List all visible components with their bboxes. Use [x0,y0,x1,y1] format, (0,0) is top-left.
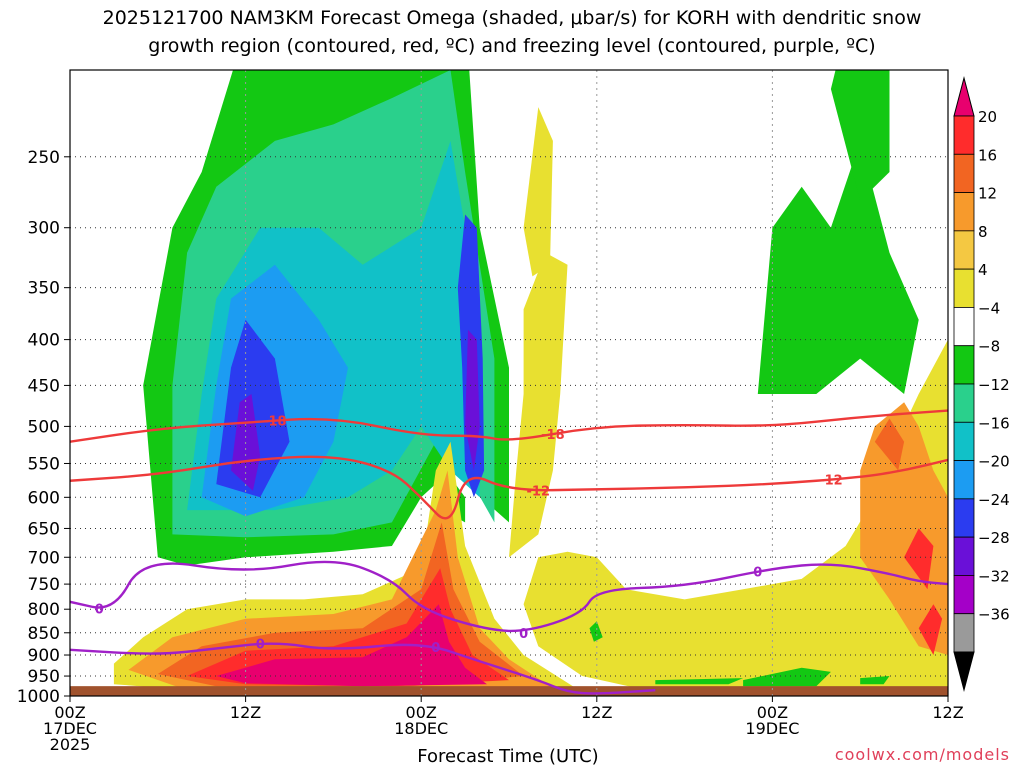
colorbar-swatch [953,613,975,653]
omega-region-yellow-late [523,339,948,696]
colorbar-swatch [953,115,975,155]
y-tick-label: 350 [28,279,60,299]
x-tick-label: 12Z [932,703,963,722]
colorbar-swatch [953,460,975,500]
x-tick-label: 12Z [581,703,612,722]
chart-title-line2: growth region (contoured, red, ºC) and f… [148,35,875,57]
omega-region-green-late [757,140,919,394]
colorbar-tick-label: −20 [978,453,1010,471]
colorbar-swatch [953,575,975,615]
y-tick-label: 1000 [17,687,60,707]
plot-area: -18 -18 -12 -12 0 0 0 0 0 [70,70,948,696]
y-tick-label: 500 [28,417,60,437]
colorbar-swatch [953,268,975,308]
colorbar-tick-label: −28 [978,529,1010,547]
contour-label: 0 [95,602,104,617]
ground-surface [70,686,948,696]
colorbar-swatch [953,536,975,576]
colorbar-swatch [953,192,975,232]
contour-label: -12 [819,474,843,489]
shaded-omega-field: -18 -18 -12 -12 0 0 0 0 0 [70,70,948,696]
y-tick-label: 900 [28,646,60,666]
omega-region-green-spot2 [589,621,603,642]
y-tick-label: 400 [28,331,60,351]
plot-frame [69,69,949,697]
chart-title-line1: 2025121700 NAM3KM Forecast Omega (shaded… [103,7,922,29]
contour-dgz-minus18 [70,409,948,443]
colorbar-swatch [953,307,975,347]
omega-region-green-sfc3 [860,676,890,685]
colorbar-swatch [953,498,975,538]
omega-region-orange-late-core [874,418,905,471]
colorbar-tick-label: −24 [978,491,1010,509]
colorbar-swatch [953,421,975,461]
colorbar-tick-label: −8 [978,338,1000,356]
contour-label: 0 [431,641,440,656]
x-tick-date-label: 19DEC [745,719,799,738]
omega-region-green-late-top [830,70,890,201]
contour-label: 0 [519,627,528,642]
y-tick-label: 800 [28,600,60,620]
y-tick-label: 950 [28,667,60,687]
colorbar-swatch [953,230,975,270]
colorbar-tick-label: 20 [978,108,997,126]
x-tick-label: 00Z [406,703,437,722]
omega-region-green-sfc [743,667,831,687]
colorbar: 20 16 12 8 4 −4 −8 −12 −16 −20 −24 −28 −32 −36 [953,76,1010,692]
colorbar-tick-label: 16 [978,146,997,164]
omega-region-yellow-mid [509,252,568,558]
colorbar-top-arrow [953,76,975,117]
x-tick-date-label: 18DEC [394,719,448,738]
y-tick-label: 550 [28,454,60,474]
contour-freezing-level-0c-low [70,642,656,695]
y-tick-label: 650 [28,519,60,539]
contour-label: 0 [256,638,265,653]
contour-label: -18 [263,415,287,430]
contour-label: -18 [541,428,565,443]
y-tick-label: 450 [28,376,60,396]
site-credit: coolwx.com/models [834,745,1010,764]
colorbar-swatch [953,345,975,385]
x-tick-date-label: 17DEC [43,719,97,738]
y-tick-label: 300 [28,219,60,239]
contour-label: -12 [527,484,551,499]
omega-region-red-late-low [918,604,943,655]
x-tick-year-label: 2025 [50,735,91,754]
colorbar-tick-label: 4 [978,261,988,279]
contour-freezing-level-0c [70,560,948,633]
colorbar-swatch [953,383,975,423]
omega-region-magenta-low [216,604,488,687]
y-tick-label: 250 [28,148,60,168]
x-axis-label: Forecast Time (UTC) [417,746,598,767]
x-tick-label: 12Z [230,703,261,722]
omega-region-yellow-high [523,107,553,277]
colorbar-tick-label: −4 [978,299,1000,317]
y-tick-label: 600 [28,488,60,508]
colorbar-swatch [953,153,975,193]
colorbar-bottom-arrow [953,651,975,692]
contour-label: 0 [753,565,762,580]
colorbar-tick-label: −16 [978,414,1010,432]
colorbar-tick-label: −32 [978,567,1010,585]
colorbar-tick-label: 8 [978,223,988,241]
colorbar-tick-label: −36 [978,606,1010,624]
y-tick-label: 750 [28,575,60,595]
colorbar-tick-label: 12 [978,185,997,203]
omega-region-green-sfc2 [655,678,744,685]
contour-dgz-minus12 [70,455,948,520]
x-tick-label: 00Z [54,703,85,722]
colorbar-tick-label: −12 [978,376,1010,394]
y-tick-label: 850 [28,624,60,644]
axes: 2503003504004505005506006507007508008509… [17,69,964,754]
omega-region-red-late [904,528,934,590]
x-tick-label: 00Z [757,703,788,722]
y-tick-label: 700 [28,548,60,568]
